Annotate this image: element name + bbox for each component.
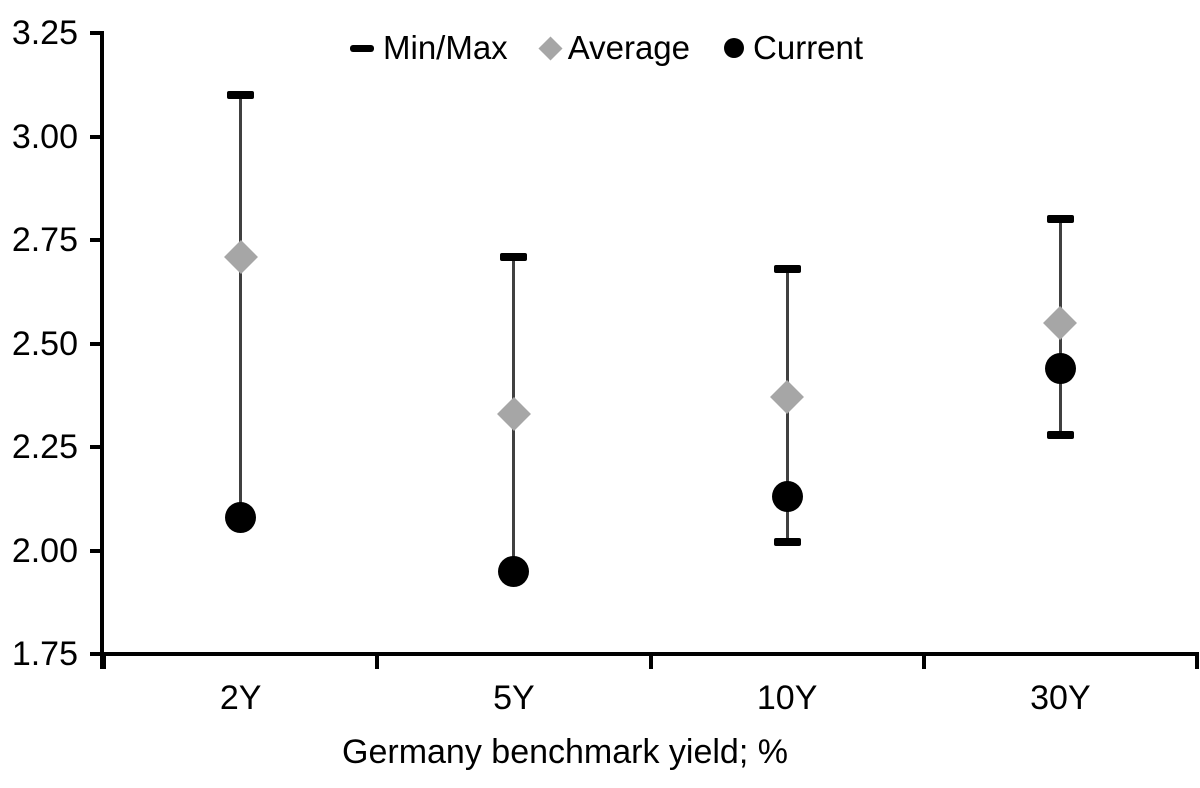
- x-tick-label-2Y: 2Y: [219, 679, 262, 717]
- y-tick-label: 2.00: [11, 531, 78, 570]
- errorbar-max-cap-2Y: [227, 91, 255, 100]
- errorbar-max-cap-5Y: [500, 252, 528, 261]
- average-marker-2Y: [223, 239, 258, 274]
- current-marker-30Y: [1044, 352, 1076, 384]
- x-axis-tick: [1195, 656, 1199, 669]
- errorbar-min-cap-30Y: [1046, 430, 1074, 439]
- x-axis-tick: [102, 656, 106, 669]
- errorbar-line-2Y: [239, 95, 243, 518]
- legend-label-minmax: Min/Max: [383, 29, 508, 66]
- errorbar-min-cap-10Y: [773, 538, 801, 547]
- x-tick-label-5Y: 5Y: [493, 679, 535, 717]
- errorbar-max-cap-30Y: [1046, 215, 1074, 224]
- x-axis-tick: [921, 656, 926, 669]
- y-axis-tick: [90, 341, 104, 346]
- y-axis-tick: [90, 652, 104, 656]
- y-tick-label: 2.50: [11, 324, 78, 363]
- y-tick-label: 3.25: [11, 14, 78, 52]
- x-tick-label-10Y: 10Y: [756, 679, 818, 717]
- legend-item-minmax: Min/Max: [350, 26, 508, 70]
- x-axis-line: [100, 652, 1199, 656]
- y-axis-tick: [90, 445, 104, 449]
- y-axis-tick: [90, 238, 104, 242]
- y-tick-label: 3.00: [11, 117, 78, 156]
- current-circle-icon: [724, 38, 745, 58]
- current-marker-5Y: [498, 555, 530, 587]
- average-marker-30Y: [1043, 305, 1078, 340]
- x-axis-title: Germany benchmark yield; %: [342, 733, 788, 771]
- errorbar-max-cap-10Y: [773, 264, 801, 273]
- x-axis-tick: [375, 656, 380, 669]
- y-axis-tick: [90, 548, 104, 553]
- x-tick-label-30Y: 30Y: [1030, 679, 1091, 717]
- x-axis-tick: [648, 656, 653, 669]
- y-tick-label: 1.75: [11, 635, 78, 673]
- y-tick-label: 2.75: [11, 221, 78, 259]
- legend-item-current: Current: [724, 26, 863, 70]
- legend-label-average: Average: [567, 29, 691, 66]
- legend-label-current: Current: [753, 29, 864, 66]
- legend-item-average: Average: [538, 26, 691, 70]
- current-marker-2Y: [225, 501, 257, 533]
- minmax-dash-icon: [350, 44, 374, 52]
- average-marker-10Y: [770, 380, 805, 415]
- y-tick-label: 2.25: [11, 428, 78, 466]
- average-diamond-icon: [538, 35, 563, 61]
- current-marker-10Y: [771, 481, 803, 513]
- y-axis-tick: [90, 31, 104, 35]
- average-marker-5Y: [496, 396, 531, 431]
- chart-legend: Min/Max Average Current: [350, 26, 863, 70]
- y-axis-tick: [90, 134, 104, 139]
- y-axis-line: [100, 31, 104, 669]
